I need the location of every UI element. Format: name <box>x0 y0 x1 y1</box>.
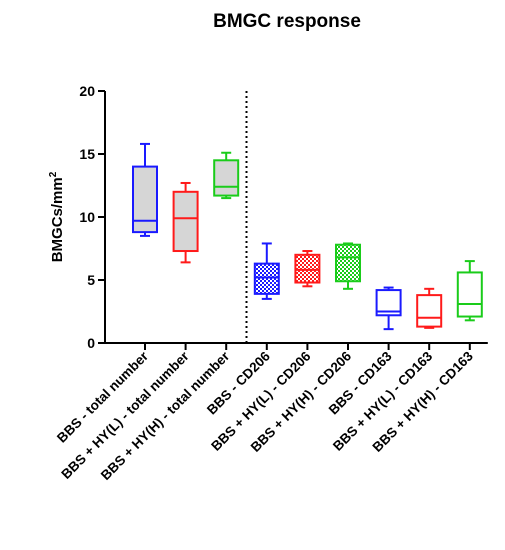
y-tick-label: 0 <box>87 335 95 351</box>
box-iqr <box>253 262 280 295</box>
box-plot <box>213 151 240 200</box>
box-plot <box>416 287 443 329</box>
box-iqr <box>172 190 199 253</box>
y-tick-label: 5 <box>87 272 95 288</box>
y-axis-label-main: BMGCs/mm <box>49 177 66 262</box>
box-iqr <box>132 165 158 234</box>
box-plot <box>456 260 483 322</box>
y-tick-label: 20 <box>79 83 95 99</box>
axes: 0 5 10 15 20 <box>79 83 488 351</box>
y-axis-label: BMGCs/mm2 <box>48 171 66 262</box>
box-plot <box>132 142 158 237</box>
box-plot <box>375 286 402 331</box>
box-iqr <box>335 243 361 283</box>
chart-title: BMGC response <box>213 11 361 32</box>
box-iqr <box>456 271 483 318</box>
y-axis-label-superscript: 2 <box>48 171 59 177</box>
y-tick-label: 15 <box>79 146 95 162</box>
boxes <box>132 142 483 331</box>
box-iqr <box>213 159 240 197</box>
box-plot <box>335 242 361 290</box>
box-iqr <box>294 253 321 284</box>
box-plot <box>172 181 199 264</box>
y-tick-label: 10 <box>79 209 95 225</box>
box-plot <box>253 242 280 300</box>
box-plot <box>294 250 321 288</box>
box-iqr <box>416 294 443 328</box>
